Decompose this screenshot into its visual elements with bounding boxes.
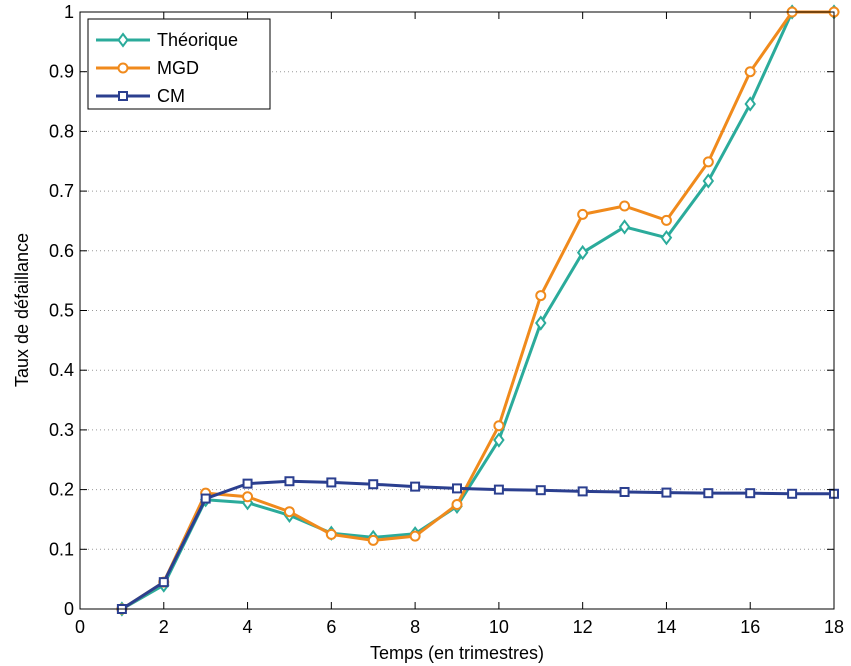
data-point [325,528,337,540]
data-point [619,486,630,497]
data-point [326,477,337,488]
legend-marker [117,62,129,74]
data-point [745,488,756,499]
data-point [535,315,547,331]
data-point [283,506,295,518]
y-tick-label: 0.7 [49,181,74,201]
legend-label: Théorique [157,30,238,50]
data-point [368,479,379,490]
data-point [451,499,463,511]
y-tick-label: 0.8 [49,121,74,141]
x-tick-label: 2 [159,617,169,637]
x-tick-label: 4 [243,617,253,637]
x-tick-label: 6 [326,617,336,637]
y-tick-label: 0.6 [49,241,74,261]
data-point [619,200,631,212]
data-point [284,476,295,487]
legend-marker [117,32,129,48]
data-point [242,491,254,503]
y-tick-label: 1 [64,2,74,22]
data-point [703,488,714,499]
data-point [535,485,546,496]
axes: 00.10.20.30.40.50.60.70.80.910 2 4 6 8 10 12 14… [49,2,844,637]
data-point [410,481,421,492]
data-point [744,96,756,112]
data-point [702,156,714,168]
data-point [577,208,589,220]
x-tick-label: 14 [656,617,676,637]
data-point [660,229,673,246]
data-point [200,493,211,504]
legend-box [87,18,271,110]
series-line [121,479,834,611]
y-tick-label: 0.3 [49,420,74,440]
legend-item: CM [96,86,185,106]
series-line [121,10,834,611]
y-tick-label: 0.1 [49,539,74,559]
legend-item: Théorique [96,30,238,50]
x-axis-label: Temps (en trimestres) [370,643,544,663]
data-point [660,214,672,226]
data-point [367,534,379,546]
data-point [618,219,631,235]
legend-item: MGD [96,58,199,78]
y-tick-label: 0.5 [49,301,74,321]
data-point [493,432,505,448]
series-layer [116,4,840,617]
legend-label: CM [157,86,185,106]
series-3 [116,476,839,614]
data-point [576,244,589,261]
data-point [452,483,462,494]
data-point [787,488,798,499]
x-tick-label: 10 [489,617,509,637]
data-point [493,420,505,432]
x-tick-label: 8 [410,617,420,637]
data-point [493,484,504,495]
data-point [661,487,672,498]
x-tick-label: 16 [740,617,760,637]
y-tick-label: 0.2 [49,480,74,500]
y-tick-label: 0 [64,599,74,619]
y-axis-label: Taux de défaillance [12,233,32,387]
data-point [702,173,715,189]
x-tick-label: 12 [573,617,593,637]
series-line [121,10,834,611]
y-tick-label: 0.4 [49,360,74,380]
y-tick-label: 0.9 [49,62,74,82]
x-tick-label: 0 [75,617,85,637]
data-point [158,577,169,588]
legend-marker [118,91,128,101]
data-point [577,486,588,497]
legend: Théorique MGD CM [87,18,271,110]
data-point [409,530,421,542]
data-point [744,66,756,78]
data-point [242,478,253,489]
data-point [535,290,547,302]
legend-label: MGD [157,58,199,78]
x-tick-label: 18 [824,617,844,637]
